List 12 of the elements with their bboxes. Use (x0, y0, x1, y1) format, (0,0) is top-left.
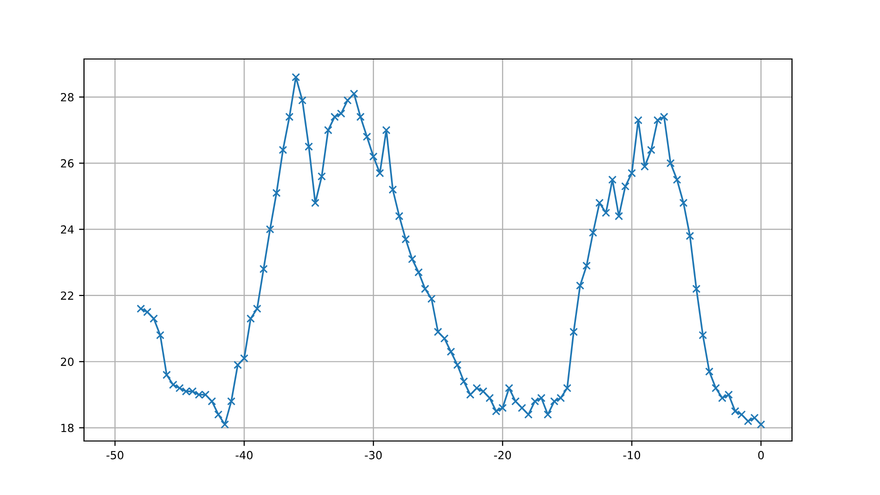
x-tick-label: -20 (494, 450, 511, 460)
y-tick-label: 28 (60, 93, 74, 102)
x-tick-label: 0 (758, 450, 764, 460)
x-tick-label: -10 (623, 450, 640, 460)
y-tick-label: 20 (60, 358, 74, 366)
y-tick-label: 22 (60, 291, 74, 300)
y-tick-label: 24 (60, 225, 74, 234)
y-tick-label: 18 (61, 424, 74, 432)
x-tick-label: -40 (236, 450, 253, 460)
x-tick-label: -50 (106, 450, 124, 460)
x-tick-label: -30 (364, 450, 382, 460)
y-tick-label: 26 (60, 159, 74, 168)
